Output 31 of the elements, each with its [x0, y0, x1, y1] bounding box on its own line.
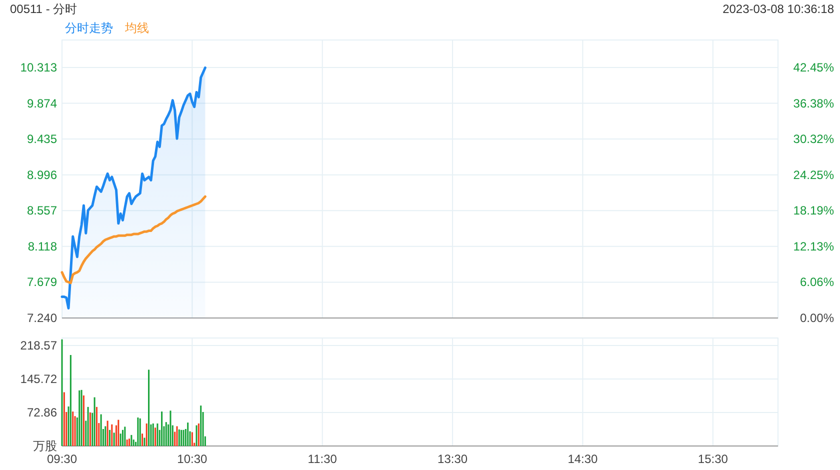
- y2-tick-label: 12.13%: [793, 239, 834, 254]
- y2-tick-label: 0.00%: [800, 311, 834, 325]
- text: 均线: [124, 21, 149, 35]
- x-tick-label: 10:30: [177, 452, 208, 466]
- chart-title: 00511 - 分时: [10, 2, 78, 16]
- chart-subtitle: 2023-03-08 10:36:18: [722, 2, 834, 16]
- y2-tick-label: 6.06%: [800, 275, 834, 290]
- y-tick-label: 7.679: [26, 275, 58, 290]
- x-tick-label: 09:30: [46, 452, 78, 466]
- y2-tick-label: 30.32%: [793, 132, 834, 146]
- y2-tick-label: 18.19%: [793, 204, 834, 218]
- y-tick-label: 8.996: [26, 168, 58, 182]
- x-tick-label: 14:30: [568, 452, 598, 466]
- y-tick-label: 10.313: [20, 60, 58, 74]
- x-tick-label: 11:30: [308, 452, 338, 466]
- y-tick-label: 9.435: [26, 132, 58, 146]
- y-tick-label: 9.874: [26, 96, 58, 110]
- x-tick-label: 15:30: [698, 452, 728, 466]
- y-tick-label: 145.72: [20, 372, 58, 386]
- line-series: [60, 195, 206, 284]
- y-tick-label: 218.57: [20, 338, 58, 353]
- y-tick-label: 8.118: [28, 239, 58, 254]
- y-tick-label: 7.240: [26, 311, 58, 325]
- x-tick-label: 13:30: [438, 452, 468, 466]
- y-tick-label: 8.557: [26, 204, 58, 218]
- y-tick-label: 72.86: [26, 406, 58, 420]
- y-tick-label: 万股: [33, 439, 57, 453]
- y2-tick-label: 24.25%: [793, 168, 834, 182]
- y2-tick-label: 36.38%: [793, 96, 834, 110]
- y2-tick-label: 42.45%: [793, 60, 834, 74]
- text: 分时走势: [65, 21, 113, 35]
